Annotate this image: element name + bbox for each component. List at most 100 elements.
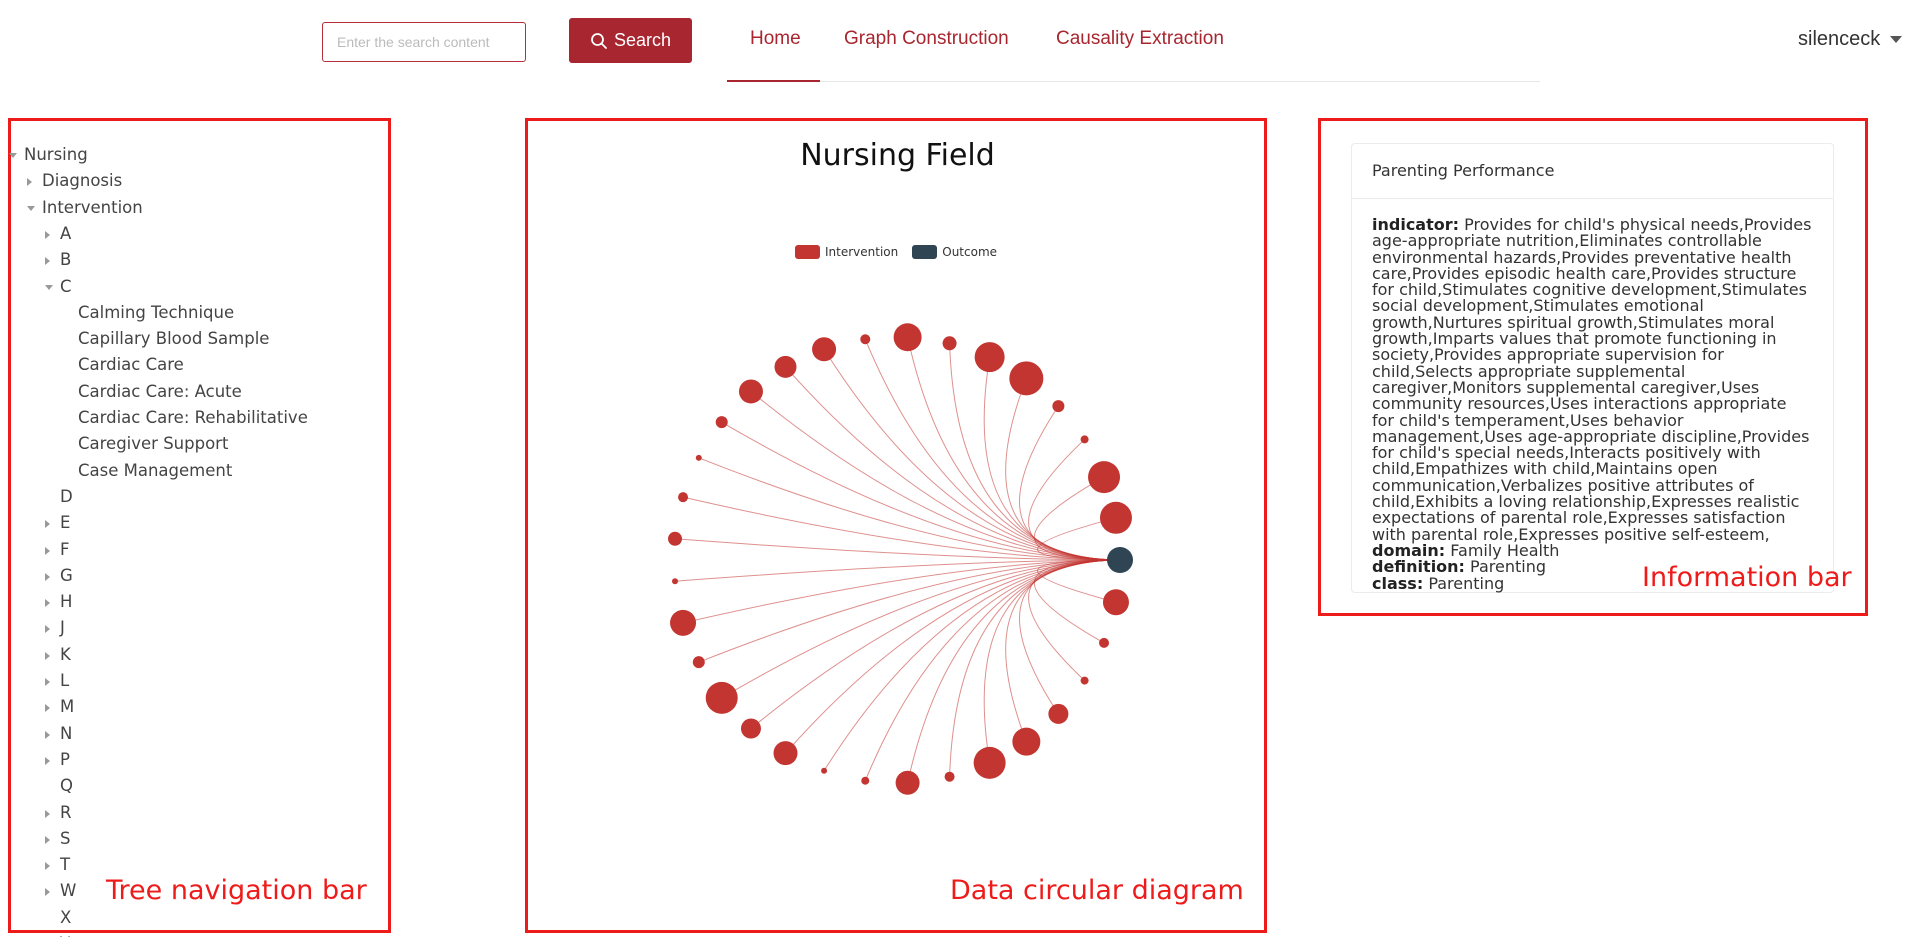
- search-button[interactable]: Search: [569, 18, 692, 63]
- intervention-node[interactable]: [740, 718, 761, 739]
- caret-right-icon[interactable]: [45, 599, 50, 608]
- intervention-node[interactable]: [1048, 703, 1069, 724]
- graph-edge: [785, 559, 1121, 754]
- caret-right-icon[interactable]: [45, 257, 50, 266]
- tree-item-label: T: [60, 855, 71, 875]
- intervention-node[interactable]: [974, 342, 1005, 373]
- intervention-node[interactable]: [1012, 727, 1041, 756]
- tree-item-label: G: [60, 565, 73, 585]
- intervention-node[interactable]: [895, 770, 920, 795]
- intervention-node[interactable]: [893, 323, 922, 352]
- main-nav: Home Graph Construction Causality Extrac…: [727, 0, 1540, 82]
- caret-right-icon[interactable]: [45, 625, 50, 634]
- graph-edge: [983, 357, 1121, 561]
- info-field-value: Parenting: [1470, 557, 1547, 577]
- graph-edge: [1036, 517, 1121, 561]
- tree-item-label: B: [60, 250, 72, 270]
- caret-down-icon[interactable]: [9, 153, 17, 158]
- intervention-node[interactable]: [1099, 637, 1110, 648]
- caret-right-icon[interactable]: [45, 730, 50, 739]
- caret-right-icon[interactable]: [45, 756, 50, 765]
- caret-right-icon[interactable]: [45, 572, 50, 581]
- graph-edge: [823, 559, 1121, 772]
- diagram-panel-outline: [525, 118, 1267, 933]
- caret-right-icon[interactable]: [45, 704, 50, 713]
- intervention-node[interactable]: [821, 767, 828, 774]
- search-input[interactable]: [322, 22, 526, 62]
- legend-item-intervention[interactable]: Intervention: [795, 245, 898, 259]
- graph-edge: [1034, 476, 1121, 561]
- caret-down-icon[interactable]: [45, 284, 53, 290]
- intervention-node[interactable]: [773, 741, 798, 766]
- legend-item-outcome[interactable]: Outcome: [912, 245, 997, 259]
- info-field-key: indicator:: [1372, 215, 1460, 234]
- circular-graph[interactable]: [530, 270, 1265, 910]
- caret-right-icon[interactable]: [45, 888, 50, 897]
- tree-item-label: H: [60, 592, 73, 612]
- tree-panel-caption: Tree navigation bar: [106, 875, 367, 906]
- search-icon: [590, 32, 608, 50]
- nav-causality-extraction[interactable]: Causality Extraction: [1056, 28, 1224, 49]
- caret-right-icon[interactable]: [45, 862, 50, 871]
- info-body: indicator: Provides for child's physical…: [1352, 199, 1833, 592]
- user-menu[interactable]: silenceck: [1798, 28, 1903, 51]
- graph-edge: [674, 538, 1121, 561]
- intervention-node[interactable]: [1080, 435, 1089, 444]
- intervention-node[interactable]: [715, 416, 728, 429]
- tree-item-label: R: [60, 802, 72, 822]
- intervention-node[interactable]: [812, 337, 837, 362]
- intervention-node[interactable]: [695, 454, 702, 461]
- graph-edge: [983, 559, 1121, 763]
- intervention-node[interactable]: [774, 355, 797, 378]
- caret-right-icon[interactable]: [45, 230, 50, 239]
- intervention-node[interactable]: [861, 776, 870, 785]
- caret-down-icon[interactable]: [27, 205, 35, 211]
- intervention-node[interactable]: [944, 771, 955, 782]
- tree-item-label: J: [60, 618, 65, 638]
- tree-item-label: Nursing: [24, 145, 88, 164]
- caret-right-icon[interactable]: [27, 178, 32, 187]
- tree-item-label: Diagnosis: [42, 171, 123, 191]
- info-field: class: Parenting: [1372, 573, 1813, 593]
- tree-item-label: Capillary Blood Sample: [78, 329, 270, 349]
- info-field: definition: Parenting: [1372, 559, 1813, 575]
- intervention-node[interactable]: [973, 746, 1006, 779]
- intervention-node[interactable]: [1102, 589, 1129, 616]
- caret-right-icon[interactable]: [45, 835, 50, 844]
- intervention-node[interactable]: [705, 681, 738, 714]
- intervention-node[interactable]: [1088, 461, 1121, 494]
- nav-home[interactable]: Home: [750, 28, 801, 49]
- intervention-node[interactable]: [860, 334, 871, 345]
- intervention-node[interactable]: [1009, 361, 1044, 396]
- info-field-key: class:: [1372, 573, 1424, 593]
- info-field-key: definition:: [1372, 557, 1465, 577]
- nav-graph-construction[interactable]: Graph Construction: [844, 28, 1009, 49]
- intervention-node[interactable]: [678, 492, 689, 503]
- graph-edge: [1028, 559, 1121, 681]
- graph-edge: [1028, 439, 1121, 561]
- intervention-node[interactable]: [1099, 501, 1132, 534]
- search-button-label: Search: [613, 30, 672, 50]
- tree-item-label: Calming Technique: [78, 302, 235, 322]
- caret-right-icon[interactable]: [45, 546, 50, 555]
- tree-item-label: Cardiac Care: Rehabilitative: [78, 408, 308, 427]
- caret-right-icon[interactable]: [45, 520, 50, 529]
- outcome-node[interactable]: [1107, 547, 1133, 573]
- legend-swatch-intervention: [795, 245, 820, 259]
- intervention-node[interactable]: [672, 578, 679, 585]
- intervention-node[interactable]: [942, 336, 957, 351]
- caret-right-icon[interactable]: [45, 678, 50, 686]
- intervention-node[interactable]: [1080, 676, 1089, 685]
- tree-item-label: F: [60, 539, 70, 559]
- graph-edge: [907, 559, 1121, 783]
- info-panel-outline: [1318, 118, 1868, 616]
- intervention-node[interactable]: [668, 531, 683, 546]
- tree-item-label: X: [60, 907, 72, 927]
- caret-right-icon[interactable]: [45, 809, 50, 818]
- tree-item-label: P: [60, 749, 70, 769]
- caret-right-icon[interactable]: [45, 651, 50, 660]
- intervention-node[interactable]: [670, 609, 697, 636]
- intervention-node[interactable]: [738, 379, 763, 404]
- intervention-node[interactable]: [1052, 400, 1065, 413]
- intervention-node[interactable]: [692, 656, 705, 669]
